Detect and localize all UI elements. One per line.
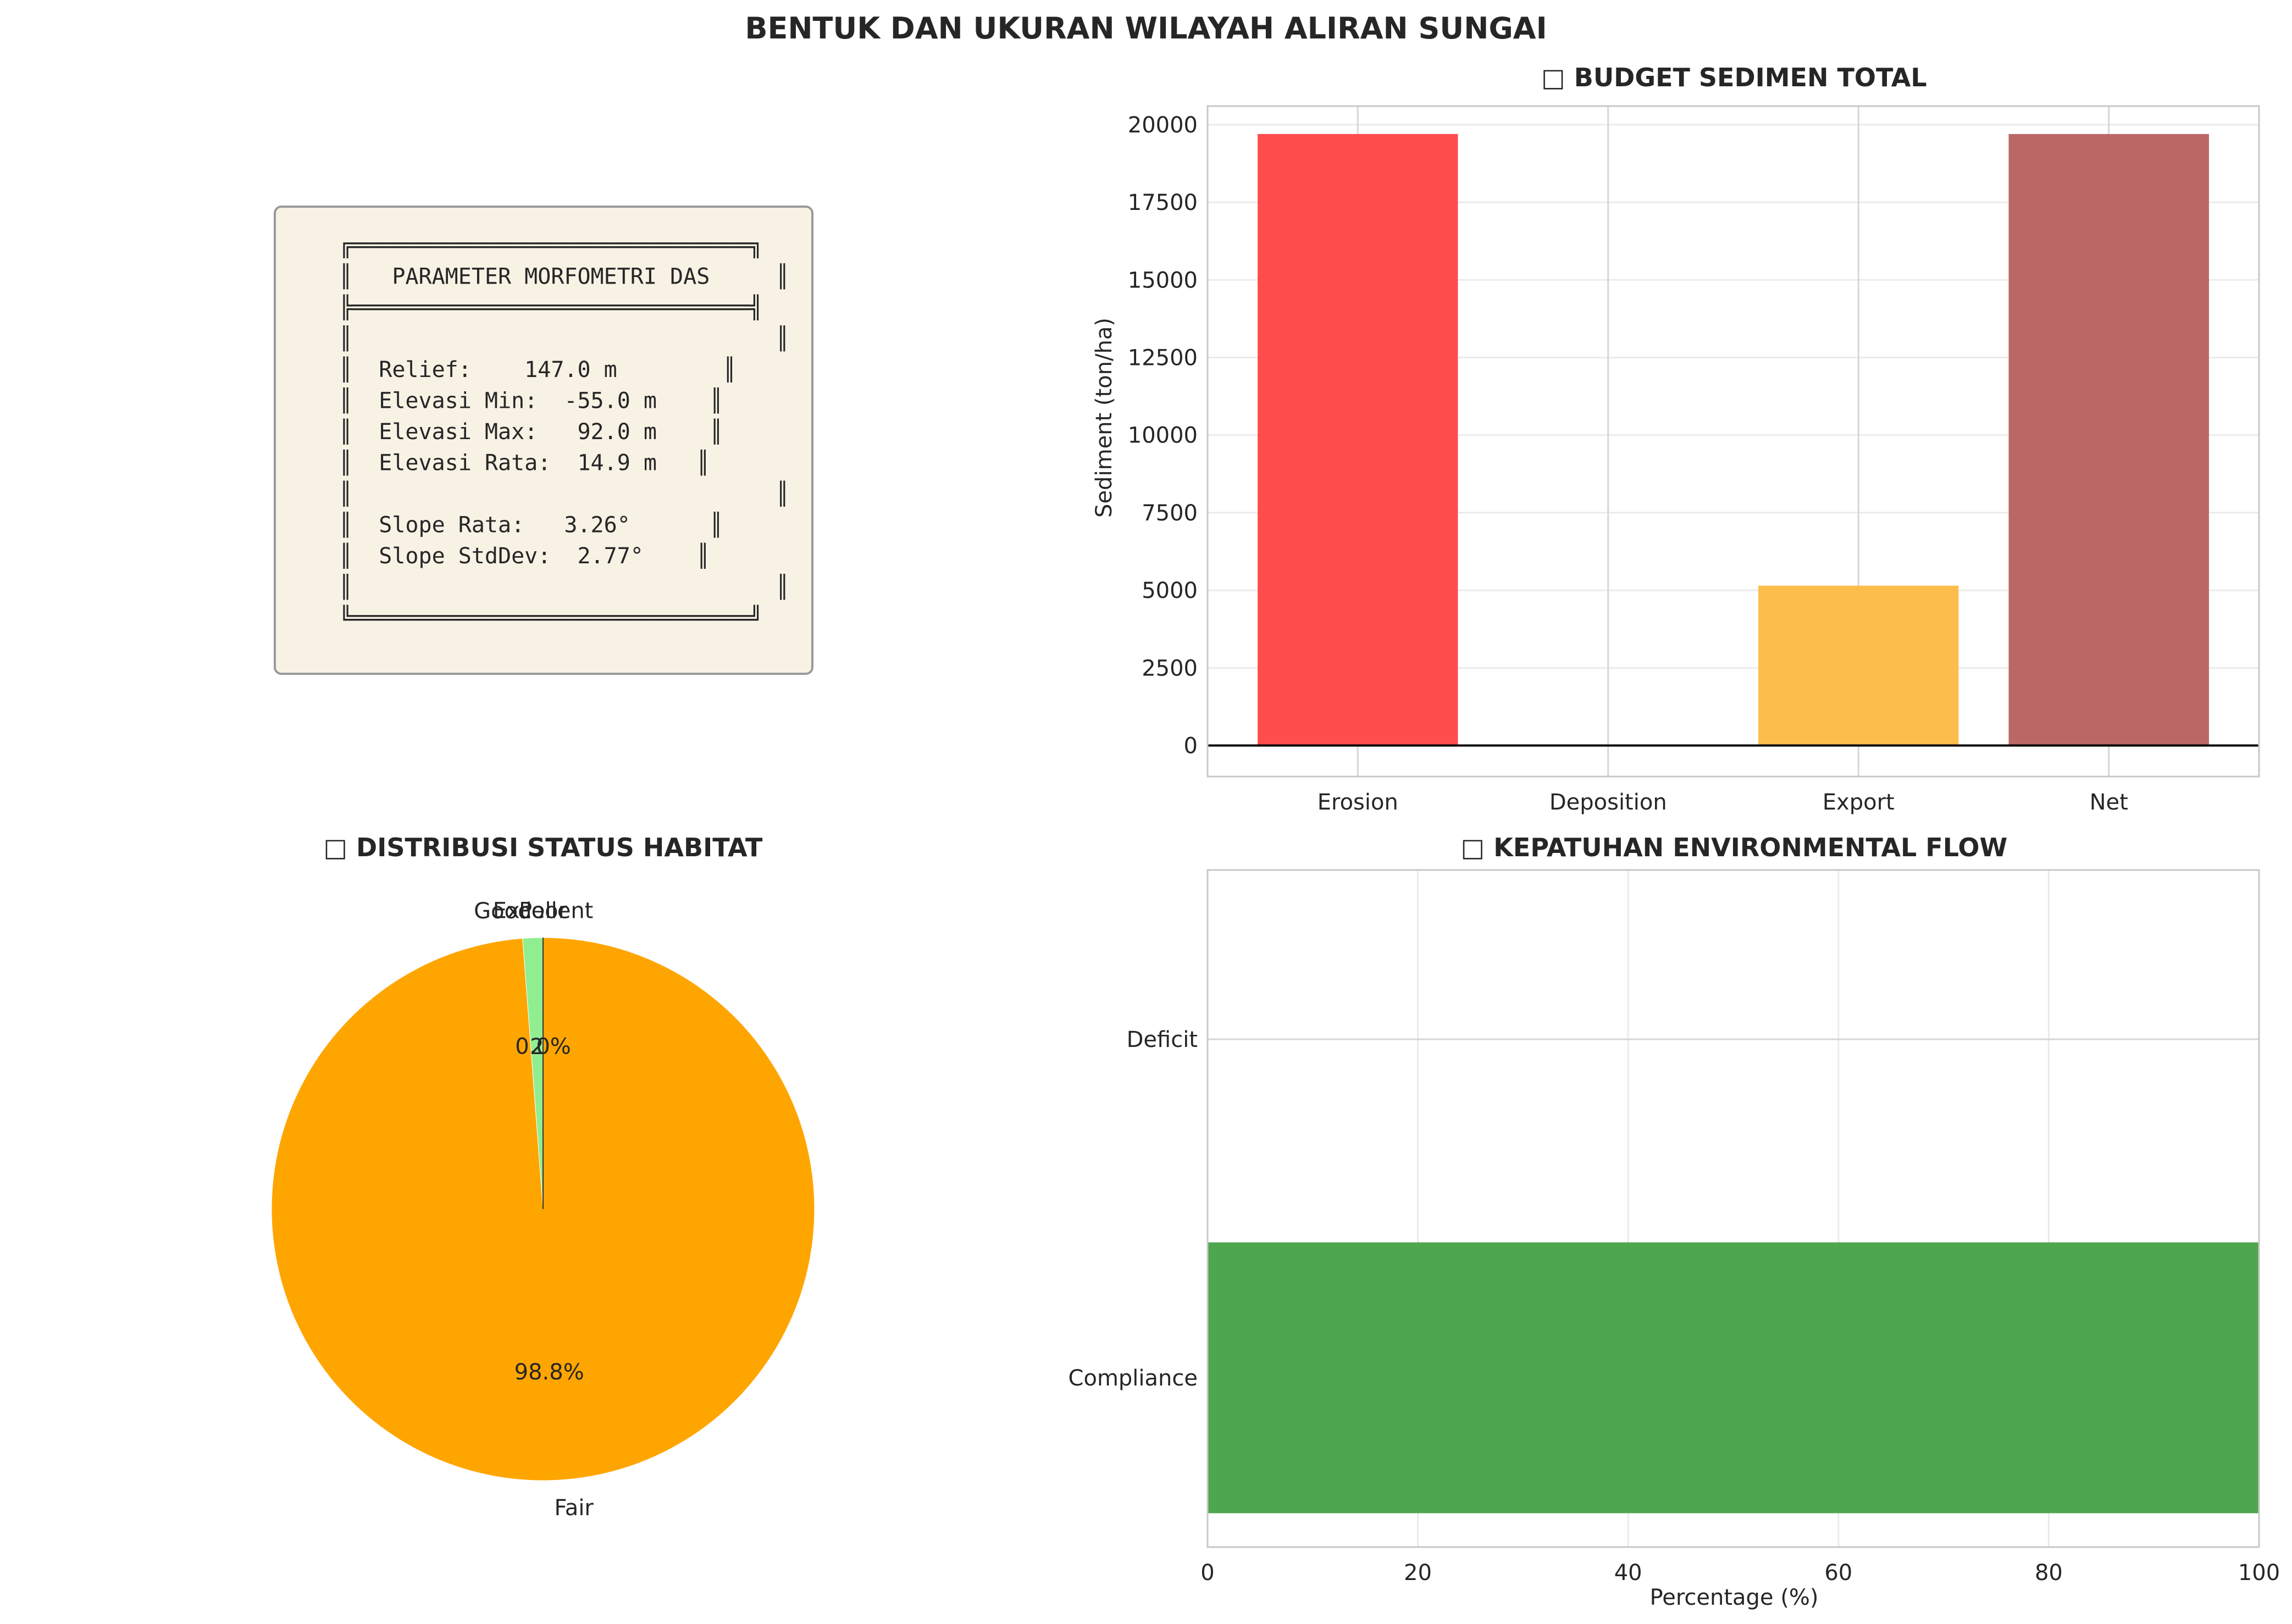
info-line: ║ Slope Rata: 3.26° ║	[339, 512, 723, 538]
info-line: ║ Elevasi Min: -55.0 m ║	[339, 387, 723, 414]
eflow-x-tick-label: 60	[1824, 1560, 1852, 1586]
sediment-x-tick-label: Net	[2090, 790, 2128, 815]
sediment-plot-frame	[1206, 105, 2260, 778]
pie-pct-label: 0.0%	[515, 1034, 571, 1060]
info-line: ║ PARAMETER MORFOMETRI DAS ║	[339, 263, 789, 290]
info-line: ║ ║	[339, 325, 789, 352]
sediment-y-tick-label: 17500	[1128, 190, 1198, 215]
sediment-y-tick-label: 5000	[1142, 578, 1198, 603]
eflow-compliance-chart: □ KEPATUHAN ENVIRONMENTAL FLOW Percentag…	[1069, 833, 2280, 1610]
habitat-pie-chart: □ DISTRIBUSI STATUS HABITAT Excellent 0.0…	[271, 833, 815, 1521]
pie-label: Fair	[554, 1495, 594, 1521]
eflow-y-tick-label: Deficit	[1127, 1027, 1198, 1052]
sediment-bar	[1258, 134, 1458, 746]
sediment-budget-chart: □ BUDGET SEDIMEN TOTAL Sediment (ton/ha)…	[1092, 63, 2260, 815]
sediment-y-tick-label: 2500	[1142, 656, 1198, 681]
eflow-x-tick-label: 20	[1404, 1560, 1432, 1586]
info-line: ║ Relief: 147.0 m ║	[339, 356, 736, 383]
sediment-chart-title: □ BUDGET SEDIMEN TOTAL	[1541, 63, 1926, 92]
sediment-y-tick-label: 15000	[1128, 268, 1198, 293]
pie-label: Excellent	[493, 899, 594, 924]
sediment-x-tick-label: Erosion	[1317, 790, 1398, 815]
habitat-chart-title: □ DISTRIBUSI STATUS HABITAT	[324, 833, 763, 862]
info-box-lines: ╔══════════════════════════════╗ ║ PARAME…	[339, 233, 789, 631]
eflow-chart-title: □ KEPATUHAN ENVIRONMENTAL FLOW	[1461, 833, 2007, 862]
figure-title: BENTUK DAN UKURAN WILAYAH ALIRAN SUNGAI	[745, 11, 1547, 46]
eflow-x-tick-label: 0	[1200, 1560, 1214, 1586]
sediment-y-axis-label: Sediment (ton/ha)	[1092, 318, 1117, 518]
info-line: ╚══════════════════════════════╝	[339, 605, 763, 631]
pie-label: Good	[474, 899, 532, 924]
sediment-bar	[1758, 585, 1959, 746]
info-line: ║ ║	[339, 574, 789, 600]
info-line: ║ ║	[339, 480, 789, 507]
info-line: ║ Elevasi Rata: 14.9 m ║	[339, 450, 710, 476]
sediment-y-tick-label: 20000	[1128, 113, 1198, 138]
sediment-x-tick-label: Export	[1823, 790, 1895, 815]
sediment-bar	[2008, 134, 2209, 746]
sediment-y-tick-label: 12500	[1128, 346, 1198, 371]
eflow-y-tick-label: Compliance	[1069, 1366, 1198, 1391]
pie-pct-label: 98.8%	[514, 1360, 584, 1385]
info-box-frame	[274, 206, 813, 675]
sediment-x-tick-label: Deposition	[1549, 790, 1667, 815]
eflow-x-tick-label: 100	[2238, 1560, 2280, 1586]
info-line: ╠══════════════════════════════╣	[339, 294, 763, 320]
eflow-x-tick-label: 80	[2035, 1560, 2063, 1586]
sediment-y-tick-label: 7500	[1142, 501, 1198, 526]
eflow-plot-frame	[1206, 869, 2260, 1548]
info-box: ╔══════════════════════════════╗ ║ PARAME…	[274, 206, 813, 675]
eflow-x-axis-label: Percentage (%)	[1650, 1585, 1819, 1610]
sediment-y-tick-label: 0	[1184, 734, 1198, 759]
info-line: ║ Slope StdDev: 2.77° ║	[339, 542, 710, 569]
eflow-x-tick-label: 40	[1614, 1560, 1642, 1586]
eflow-bar	[1208, 1242, 2259, 1514]
info-line: ╔══════════════════════════════╗	[339, 233, 763, 258]
sediment-y-tick-label: 10000	[1128, 423, 1198, 448]
pie-label: Poor	[519, 899, 568, 924]
info-line: ║ Elevasi Max: 92.0 m ║	[339, 418, 723, 445]
